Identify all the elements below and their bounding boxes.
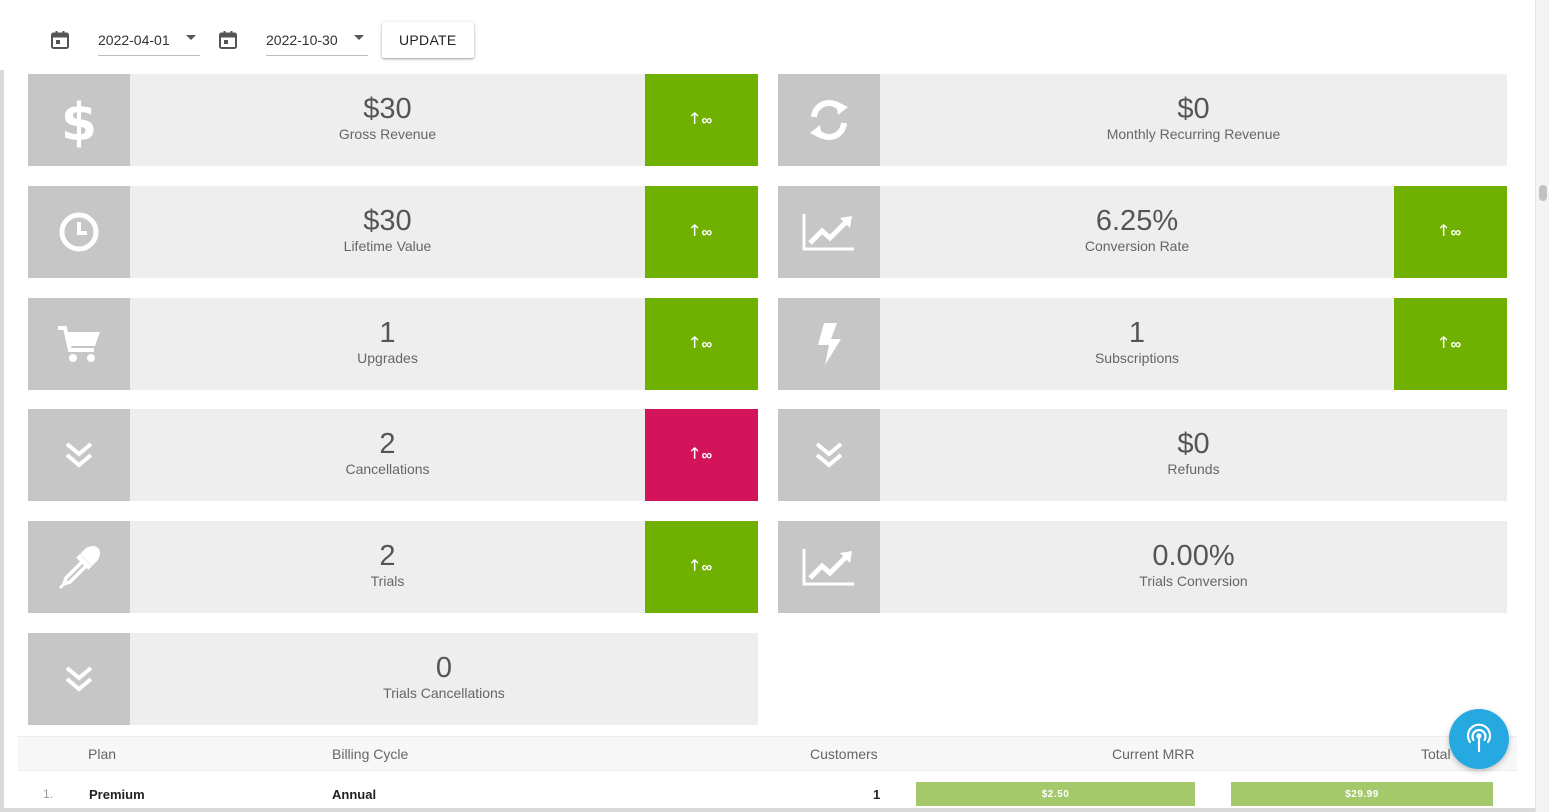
card-lifetime-value: $30 Lifetime Value 🡑 ∞ [28, 186, 758, 278]
start-date-field[interactable]: 2022-04-01 [98, 24, 200, 56]
row-index: 1. [43, 787, 54, 801]
arrow-up-icon: 🡑 [690, 556, 699, 574]
arrow-up-icon: 🡑 [690, 333, 699, 351]
trials-cancellations-label: Trials Cancellations [383, 685, 505, 701]
chevron-down-icon [186, 35, 196, 40]
end-date-value: 2022-10-30 [266, 31, 338, 48]
plans-table-header: Plan Billing Cycle Customers Current MRR… [18, 736, 1517, 771]
row-total-bar: $29.99 [1231, 782, 1493, 806]
broadcast-icon [1466, 723, 1492, 753]
card-refunds: $0 Refunds [778, 409, 1507, 501]
cancellations-label: Cancellations [345, 461, 430, 477]
row-billing: Annual [332, 787, 377, 802]
card-cancellations: 2 Cancellations 🡑 ∞ [28, 409, 758, 501]
card-subscriptions: 1 Subscriptions 🡑 ∞ [778, 298, 1507, 390]
card-mrr: $0 Monthly Recurring Revenue [778, 74, 1507, 166]
trials-conversion-value: 0.00% [1152, 540, 1235, 572]
header-billing-cycle[interactable]: Billing Cycle [332, 746, 409, 762]
chart-line-icon [802, 549, 854, 586]
refunds-label: Refunds [1167, 461, 1220, 477]
table-row[interactable]: 1. Premium Annual 1 $2.50 $29.99 [18, 772, 1517, 808]
trials-label: Trials [370, 573, 405, 589]
card-trials: 2 Trials 🡑 ∞ [28, 521, 758, 613]
ltv-delta: 🡑 ∞ [645, 186, 758, 278]
conversion-delta: 🡑 ∞ [1394, 186, 1507, 278]
calendar-icon[interactable] [50, 30, 70, 50]
conversion-label: Conversion Rate [1084, 238, 1190, 254]
support-button[interactable] [1449, 709, 1509, 769]
header-customers[interactable]: Customers [810, 746, 878, 762]
ltv-value: $30 [363, 205, 412, 237]
ltv-label: Lifetime Value [343, 238, 432, 254]
left-border [0, 70, 4, 812]
start-date-value: 2022-04-01 [98, 31, 170, 48]
subscriptions-value: 1 [1128, 317, 1146, 349]
trials-cancellations-value: 0 [435, 652, 453, 684]
card-trials-conversion: 0.00% Trials Conversion [778, 521, 1507, 613]
arrow-up-icon: 🡑 [1439, 333, 1448, 351]
arrow-up-icon: 🡑 [690, 444, 699, 462]
double-chevron-down-icon [65, 666, 93, 692]
row-mrr-bar: $2.50 [916, 782, 1195, 806]
row-total: $29.99 [1345, 788, 1379, 800]
subscriptions-label: Subscriptions [1094, 350, 1180, 366]
card-conversion-rate: 6.25% Conversion Rate 🡑 ∞ [778, 186, 1507, 278]
arrow-up-icon: 🡑 [690, 109, 699, 127]
cart-icon [58, 326, 100, 362]
bolt-icon [818, 323, 841, 365]
upgrades-value: 1 [379, 317, 396, 349]
refunds-value: $0 [1177, 428, 1210, 460]
gross-revenue-value: $30 [363, 93, 412, 125]
mrr-value: $0 [1177, 93, 1210, 125]
row-customers: 1 [873, 787, 881, 802]
double-chevron-down-icon [65, 442, 93, 468]
end-date-field[interactable]: 2022-10-30 [266, 24, 368, 56]
double-chevron-down-icon [815, 442, 843, 468]
arrow-up-icon: 🡑 [690, 221, 699, 239]
bottom-border [0, 808, 1535, 812]
conversion-value: 6.25% [1095, 205, 1179, 237]
subscriptions-delta: 🡑 ∞ [1394, 298, 1507, 390]
dollar-icon: $ [61, 93, 97, 148]
cancellations-delta: 🡑 ∞ [645, 409, 758, 501]
vertical-scrollbar[interactable] [1535, 0, 1549, 812]
scrollbar-thumb[interactable] [1539, 185, 1547, 201]
card-upgrades: 1 Upgrades 🡑 ∞ [28, 298, 758, 390]
refresh-icon [810, 100, 848, 140]
arrow-up-icon: 🡑 [1439, 221, 1448, 239]
trials-value: 2 [379, 540, 396, 572]
cancellations-value: 2 [379, 428, 396, 460]
eyedropper-icon [58, 546, 100, 590]
header-total[interactable]: Total [1421, 746, 1451, 762]
header-current-mrr[interactable]: Current MRR [1112, 746, 1195, 762]
svg-text:$: $ [61, 93, 97, 148]
card-trials-cancellations: 0 Trials Cancellations [28, 633, 758, 725]
clock-icon [59, 212, 99, 252]
card-gross-revenue: $ $30 Gross Revenue 🡑 ∞ [28, 74, 758, 166]
gross-revenue-label: Gross Revenue [338, 126, 437, 142]
upgrades-delta: 🡑 ∞ [645, 298, 758, 390]
date-toolbar: 2022-04-01 2022-10-30 UPDATE [50, 21, 474, 59]
gross-revenue-delta: 🡑 ∞ [645, 74, 758, 166]
update-button[interactable]: UPDATE [382, 22, 474, 58]
chevron-down-icon [354, 35, 364, 40]
trials-conversion-label: Trials Conversion [1139, 573, 1248, 589]
upgrades-label: Upgrades [357, 350, 418, 366]
header-plan[interactable]: Plan [88, 746, 117, 762]
row-mrr: $2.50 [1041, 788, 1070, 800]
mrr-label: Monthly Recurring Revenue [1106, 126, 1281, 142]
calendar-icon[interactable] [218, 30, 238, 50]
trials-delta: 🡑 ∞ [645, 521, 758, 613]
row-plan: Premium [89, 787, 145, 802]
chart-line-icon [802, 214, 854, 251]
